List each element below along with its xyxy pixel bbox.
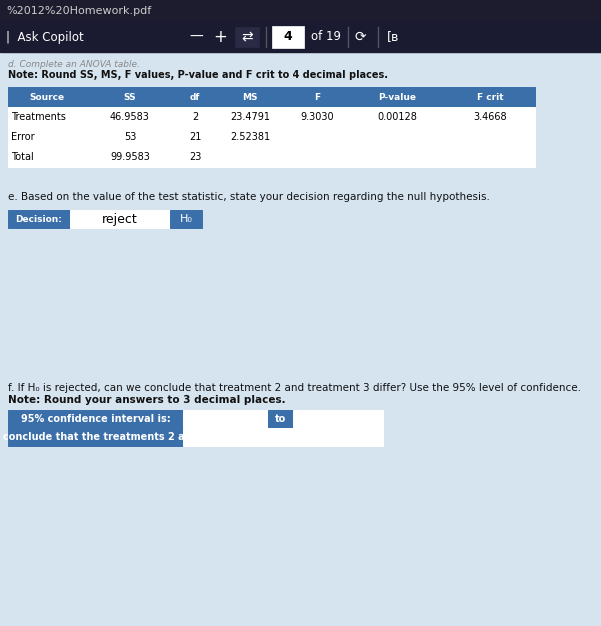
Bar	[8, 210, 70, 228]
Bar	[85, 147, 175, 167]
Text: 9.3030: 9.3030	[300, 112, 334, 122]
Bar	[285, 87, 350, 107]
Bar	[235, 27, 259, 47]
Text: 99.9583: 99.9583	[110, 152, 150, 162]
Text: df: df	[190, 93, 200, 101]
Text: Note: Round SS, MS, F values, P-value and F crit to 4 decimal places.: Note: Round SS, MS, F values, P-value an…	[8, 70, 388, 80]
Bar	[183, 428, 383, 446]
Bar	[445, 147, 535, 167]
Bar	[215, 147, 285, 167]
Text: %2012%20Homework.pdf: %2012%20Homework.pdf	[6, 6, 151, 16]
Text: Source: Source	[29, 93, 64, 101]
Text: f. If H₀ is rejected, can we conclude that treatment 2 and treatment 3 differ? U: f. If H₀ is rejected, can we conclude th…	[8, 383, 581, 393]
Text: MS: MS	[242, 93, 258, 101]
Bar	[215, 127, 285, 147]
Bar	[70, 210, 170, 228]
Bar	[445, 127, 535, 147]
Bar	[175, 107, 215, 127]
Text: 2: 2	[192, 112, 198, 122]
Text: 23: 23	[189, 152, 201, 162]
Text: —: —	[189, 30, 203, 44]
Bar	[272, 26, 304, 48]
Bar	[445, 107, 535, 127]
Bar	[350, 147, 445, 167]
Text: of 19: of 19	[311, 31, 341, 43]
Bar	[175, 147, 215, 167]
Text: ⟳: ⟳	[354, 30, 366, 44]
Bar	[293, 410, 383, 428]
Bar	[8, 87, 85, 107]
Text: [в: [в	[387, 31, 399, 43]
Text: ⇄: ⇄	[241, 30, 253, 44]
Text: We can conclude that the treatments 2 and 3 are: We can conclude that the treatments 2 an…	[0, 432, 231, 442]
Text: Note: Round your answers to 3 decimal places.: Note: Round your answers to 3 decimal pl…	[8, 395, 285, 405]
Bar	[285, 127, 350, 147]
Bar	[85, 87, 175, 107]
Text: e. Based on the value of the test statistic, state your decision regarding the n: e. Based on the value of the test statis…	[8, 192, 490, 202]
Text: 53: 53	[124, 132, 136, 142]
Text: d. Complete an ANOVA table.: d. Complete an ANOVA table.	[8, 60, 140, 69]
Bar	[8, 107, 85, 127]
Bar	[183, 410, 268, 428]
Text: 4: 4	[284, 31, 292, 43]
Text: to: to	[275, 414, 286, 424]
Bar	[85, 107, 175, 127]
Bar	[8, 147, 85, 167]
Text: F: F	[314, 93, 320, 101]
Bar	[0, 0, 601, 22]
Bar	[0, 22, 601, 52]
Bar	[8, 410, 183, 428]
Text: 95% confidence interval is:: 95% confidence interval is:	[20, 414, 170, 424]
Bar	[8, 127, 85, 147]
Bar	[350, 127, 445, 147]
Bar	[285, 147, 350, 167]
Text: +: +	[213, 28, 227, 46]
Text: SS: SS	[124, 93, 136, 101]
Bar	[285, 107, 350, 127]
Text: Error: Error	[11, 132, 35, 142]
Bar	[175, 87, 215, 107]
Text: 3.4668: 3.4668	[473, 112, 507, 122]
Bar	[215, 87, 285, 107]
Bar	[215, 107, 285, 127]
Text: Treatments: Treatments	[11, 112, 66, 122]
Bar	[350, 107, 445, 127]
Text: 23.4791: 23.4791	[230, 112, 270, 122]
Text: 2.52381: 2.52381	[230, 132, 270, 142]
Text: 21: 21	[189, 132, 201, 142]
Text: 46.9583: 46.9583	[110, 112, 150, 122]
Text: H₀: H₀	[180, 214, 192, 224]
Text: |  Ask Copilot: | Ask Copilot	[6, 31, 84, 43]
Bar	[350, 87, 445, 107]
Text: Total: Total	[11, 152, 34, 162]
Bar	[268, 410, 293, 428]
Text: P-value: P-value	[379, 93, 416, 101]
Bar	[85, 127, 175, 147]
Bar	[175, 127, 215, 147]
Bar	[170, 210, 202, 228]
Text: Decision:: Decision:	[16, 215, 63, 223]
Bar	[445, 87, 535, 107]
Text: F crit: F crit	[477, 93, 503, 101]
Text: 0.00128: 0.00128	[377, 112, 418, 122]
Text: reject: reject	[102, 212, 138, 225]
Bar	[8, 428, 183, 446]
